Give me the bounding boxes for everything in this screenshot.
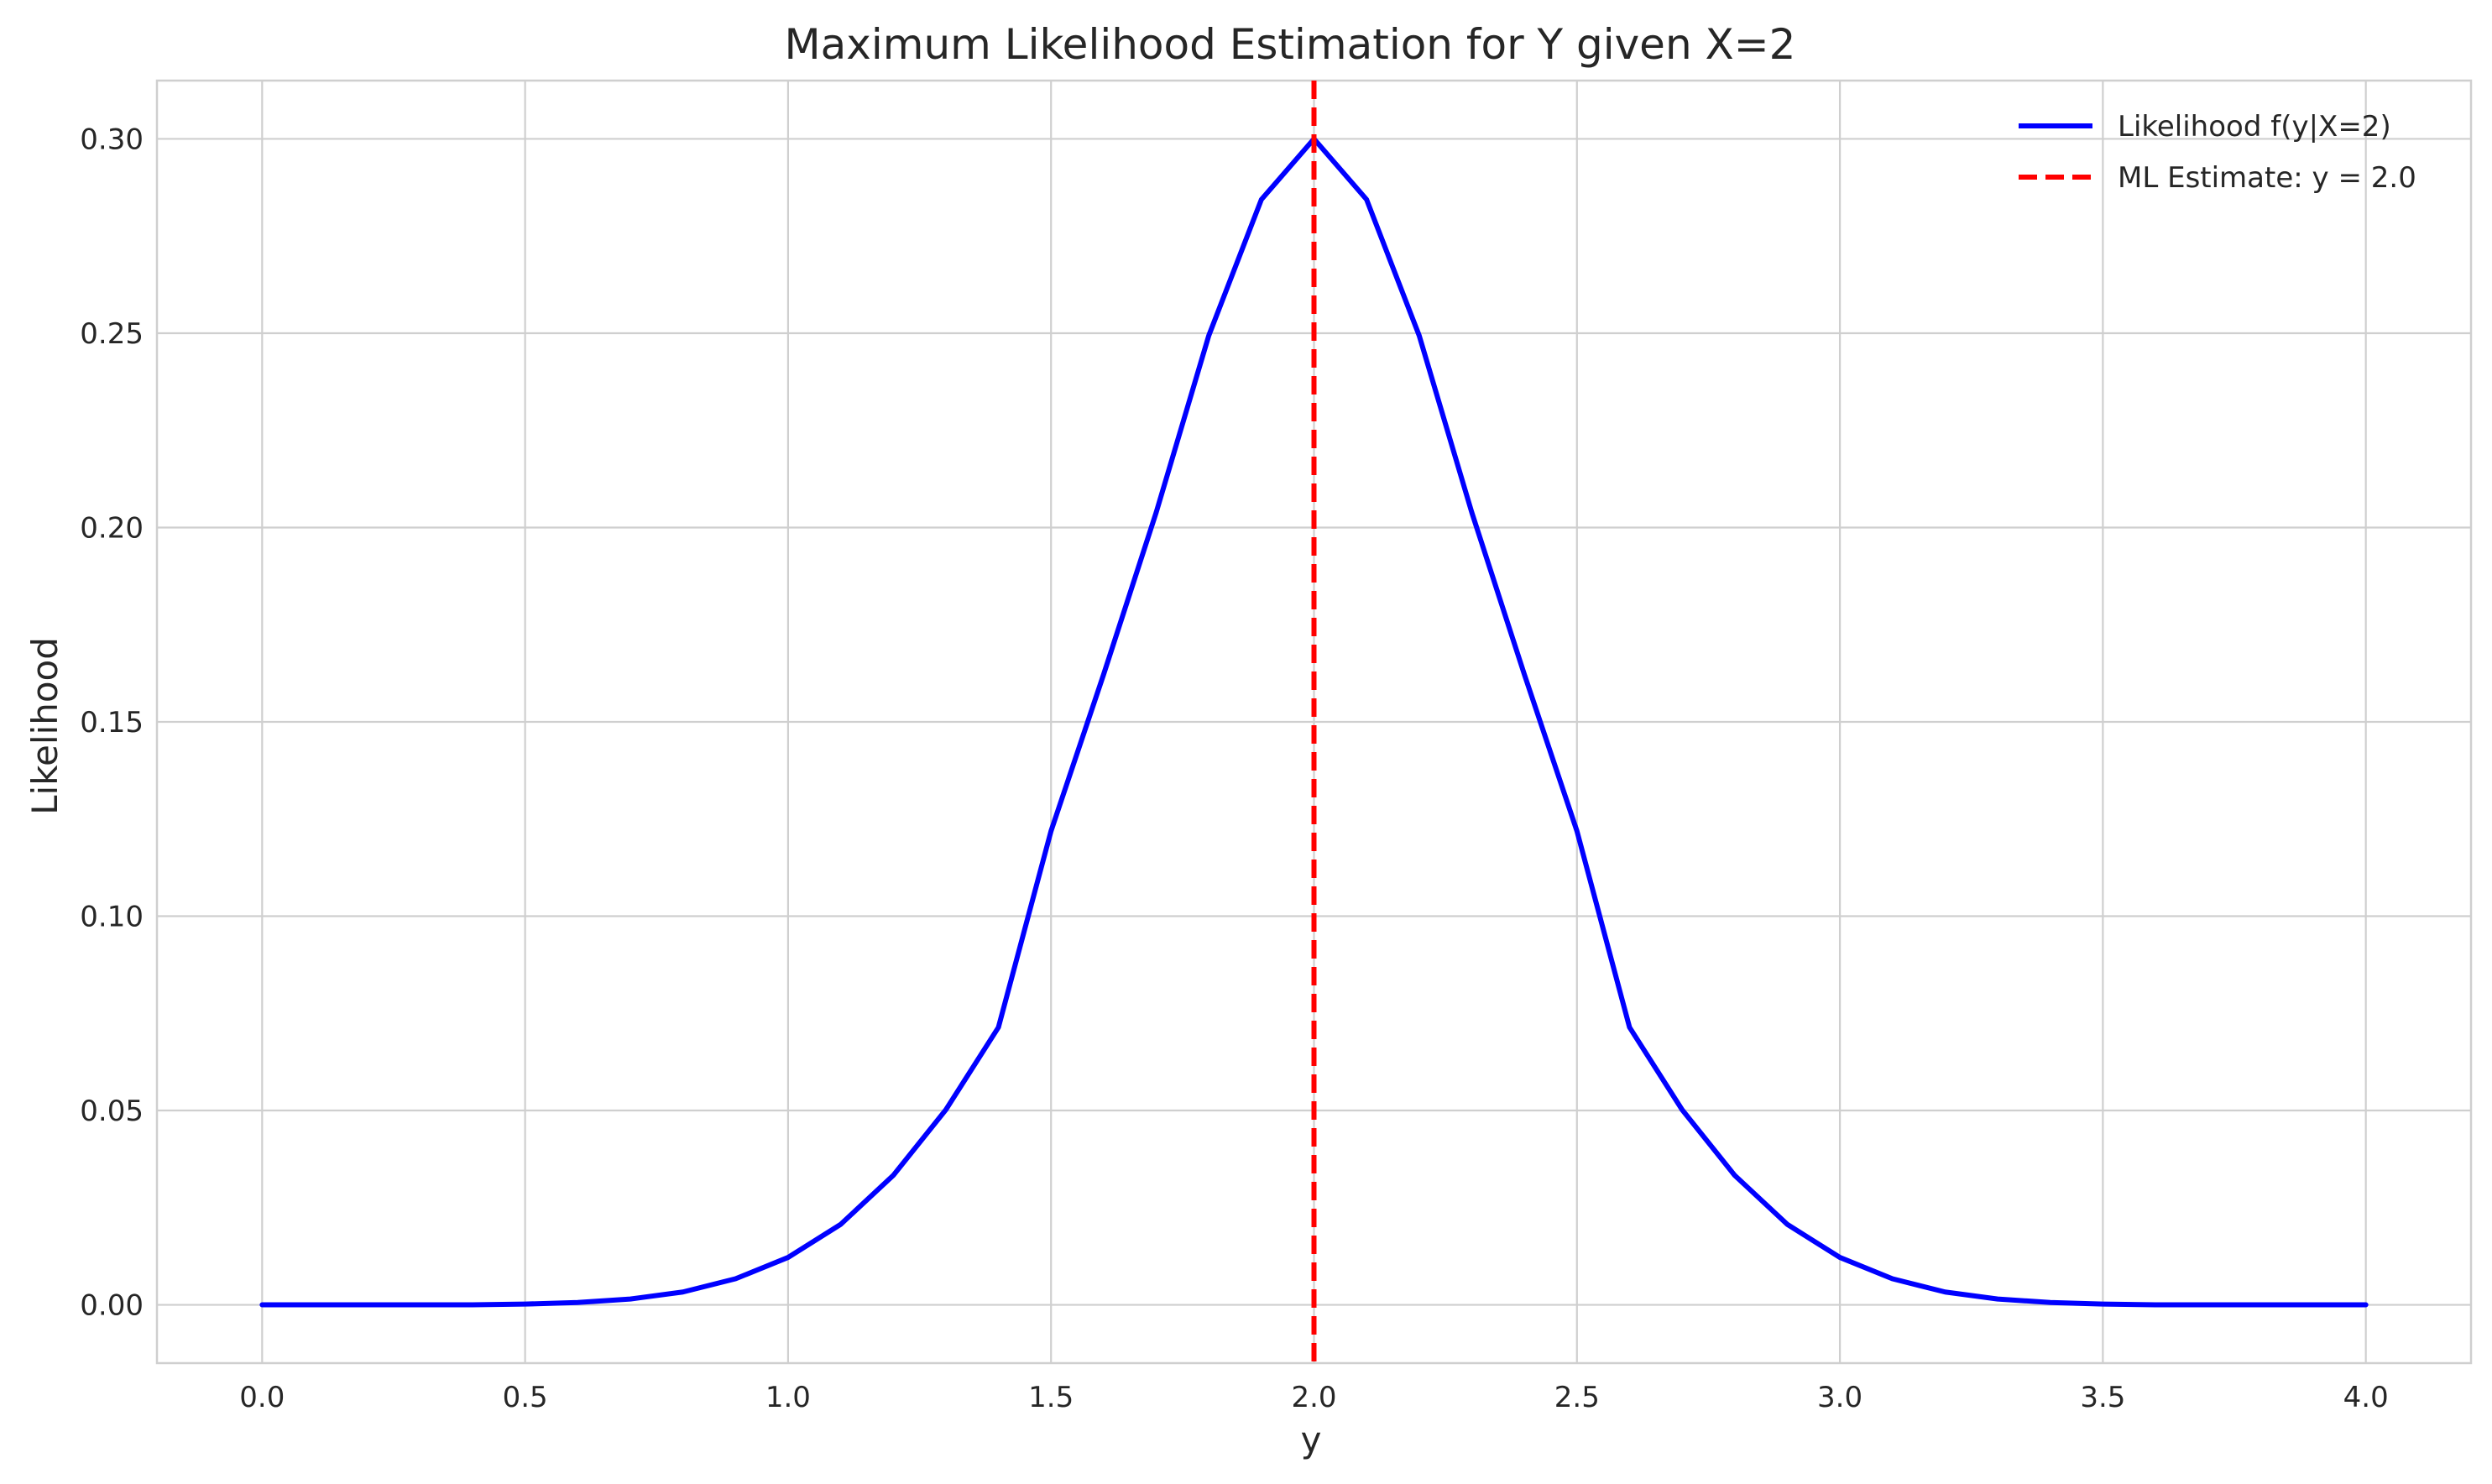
y-tick-label: 0.20 [80, 511, 144, 545]
x-tick-label: 0.5 [503, 1381, 548, 1414]
tick-labels: 0.0 0.5 1.0 1.5 2.0 2.5 3.0 3.5 4.0 0.00 0.05 0.10 0… [80, 123, 2388, 1414]
x-tick-label: 0.0 [239, 1381, 285, 1414]
legend-label-ml-estimate: ML Estimate: y = 2.0 [2118, 161, 2416, 195]
y-tick-label: 0.05 [80, 1095, 144, 1128]
plot-area [259, 81, 2369, 1363]
x-tick-label: 4.0 [2343, 1381, 2389, 1414]
x-tick-label: 1.5 [1028, 1381, 1074, 1414]
y-tick-label: 0.10 [80, 901, 144, 934]
x-tick-label: 1.0 [765, 1381, 811, 1414]
legend: Likelihood f(y|X=2) ML Estimate: y = 2.0 [2019, 110, 2416, 195]
x-tick-label: 2.0 [1291, 1381, 1336, 1414]
y-tick-label: 0.30 [80, 123, 144, 156]
y-tick-label: 0.15 [80, 706, 144, 739]
y-tick-label: 0.25 [80, 317, 144, 351]
x-axis-label: y [1301, 1419, 1322, 1460]
y-tick-label: 0.00 [80, 1289, 144, 1323]
x-tick-label: 3.5 [2080, 1381, 2125, 1414]
x-tick-label: 3.0 [1817, 1381, 1862, 1414]
x-tick-label: 2.5 [1554, 1381, 1600, 1414]
legend-label-likelihood: Likelihood f(y|X=2) [2118, 110, 2391, 144]
chart-title: Maximum Likelihood Estimation for Y give… [785, 20, 1796, 69]
y-axis-label: Likelihood [24, 637, 65, 815]
